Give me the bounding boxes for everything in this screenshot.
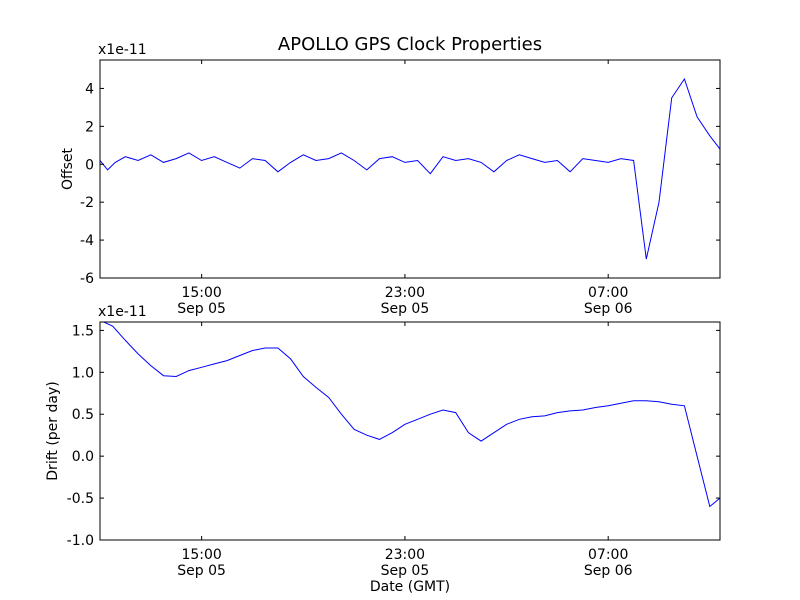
bottom-ytick-label: 1.5: [72, 323, 94, 339]
top-ytick-label: -6: [80, 271, 94, 287]
bottom-series-0: [102, 322, 720, 508]
bottom-ytick-label: -1.0: [67, 533, 94, 549]
chart-title: APOLLO GPS Clock Properties: [278, 34, 542, 55]
top-ytick-label: 2: [85, 119, 94, 135]
bottom-ytick-label: 0.0: [72, 449, 94, 465]
top-ylabel: Offset: [60, 147, 76, 190]
bottom-xtick-label: 07:00 Sep 06: [584, 547, 633, 579]
offset-panel: -6 -4 -2 0 2 4 15:00 Sep 05 23:00 Sep 05 07:00 Sep …: [60, 42, 721, 317]
bottom-ylabel: Drift (per day): [45, 381, 61, 480]
top-ytick-label: 4: [85, 81, 94, 97]
drift-panel: -1.0 -0.5 0.0 0.5 1.0 1.5 15:00 Sep 05 23:00 Sep …: [45, 304, 721, 595]
bottom-ytick-label: -0.5: [67, 491, 94, 507]
top-plot-frame: [99, 59, 721, 279]
top-ytick-label: -2: [80, 195, 94, 211]
top-ytick-label: 0: [85, 157, 94, 173]
bottom-xtick-label: 15:00 Sep 05: [177, 547, 226, 579]
bottom-ytick-label: 0.5: [72, 407, 94, 423]
bottom-ytick-label: 1.0: [72, 365, 94, 381]
bottom-xlabel: Date (GMT): [370, 579, 450, 595]
top-xtick-label: 15:00 Sep 05: [177, 285, 226, 317]
bottom-plot-frame: [99, 321, 721, 541]
bottom-multiplier-label: x1e-11: [98, 304, 147, 320]
bottom-xtick-label: 23:00 Sep 05: [381, 547, 430, 579]
top-series-0: [100, 77, 720, 260]
top-xtick-label: 07:00 Sep 06: [584, 285, 633, 317]
top-multiplier-label: x1e-11: [98, 42, 147, 58]
top-ytick-label: -4: [80, 233, 94, 249]
top-xtick-label: 23:00 Sep 05: [381, 285, 430, 317]
